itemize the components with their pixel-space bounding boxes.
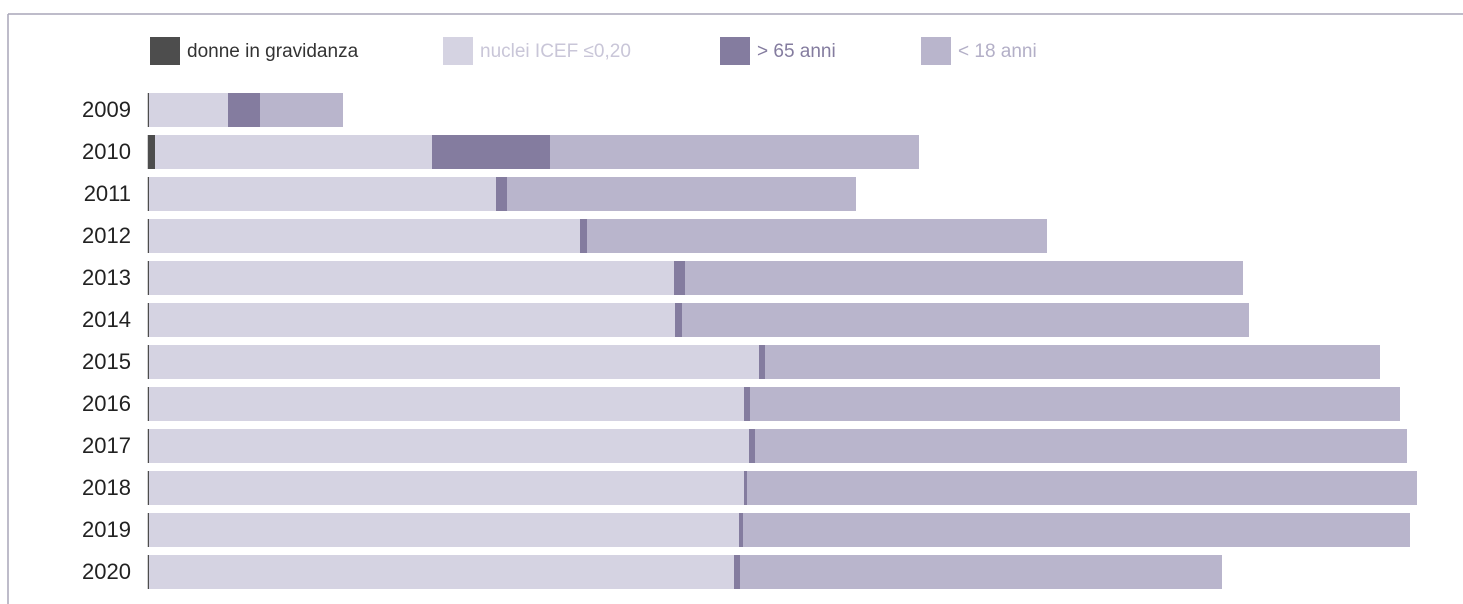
legend-swatch [921,37,951,65]
bar-segment [755,429,1407,463]
y-tick-label: 2010 [82,139,131,164]
bar-segment [149,345,759,379]
bar-segment [765,345,1380,379]
bar-segment [734,555,740,589]
bar-segment [740,555,1222,589]
bar-segment [550,135,919,169]
bar-segment [149,303,675,337]
bar-segment [149,177,496,211]
y-tick-label: 2015 [82,349,131,374]
bar-segment [432,135,550,169]
legend-swatch [720,37,750,65]
y-tick-label: 2019 [82,517,131,542]
bar-segment [674,261,685,295]
y-tick-label: 2016 [82,391,131,416]
legend-label: < 18 anni [958,41,1037,62]
legend-swatch [443,37,473,65]
bar-segment [747,471,1417,505]
bar-segment [149,135,155,169]
bar-segment [587,219,1047,253]
y-tick-label: 2014 [82,307,131,332]
bar-segment [744,471,747,505]
y-tick-label: 2011 [84,181,131,206]
legend-swatch [150,37,180,65]
bar-segment [685,261,1243,295]
bar-segment [155,135,432,169]
bar-segment [739,513,743,547]
bar-segment [507,177,856,211]
bar-segment [149,93,228,127]
bar-segment [149,261,674,295]
bar-segment [580,219,587,253]
legend-label: nuclei ICEF ≤0,20 [480,41,631,62]
legend-label: > 65 anni [757,41,836,62]
bar-segment [149,429,749,463]
bar-segment [496,177,507,211]
bar-segment [675,303,682,337]
y-tick-label: 2020 [82,559,131,584]
y-tick-label: 2017 [82,433,131,458]
bar-segment [149,219,580,253]
y-tick-label: 2013 [82,265,131,290]
y-tick-label: 2012 [82,223,131,248]
legend-label: donne in gravidanza [187,41,359,62]
bar-segment [744,387,750,421]
bar-segment [260,93,343,127]
bar-segment [749,429,755,463]
bar-segment [149,555,734,589]
bar-segment [149,513,739,547]
bar-segment [750,387,1400,421]
bar-segment [149,471,744,505]
y-tick-label: 2018 [82,475,131,500]
y-tick-label: 2009 [82,97,131,122]
bar-segment [743,513,1410,547]
bar-segment [682,303,1249,337]
bar-segment [759,345,765,379]
bar-segment [149,387,744,421]
bar-segment [228,93,260,127]
